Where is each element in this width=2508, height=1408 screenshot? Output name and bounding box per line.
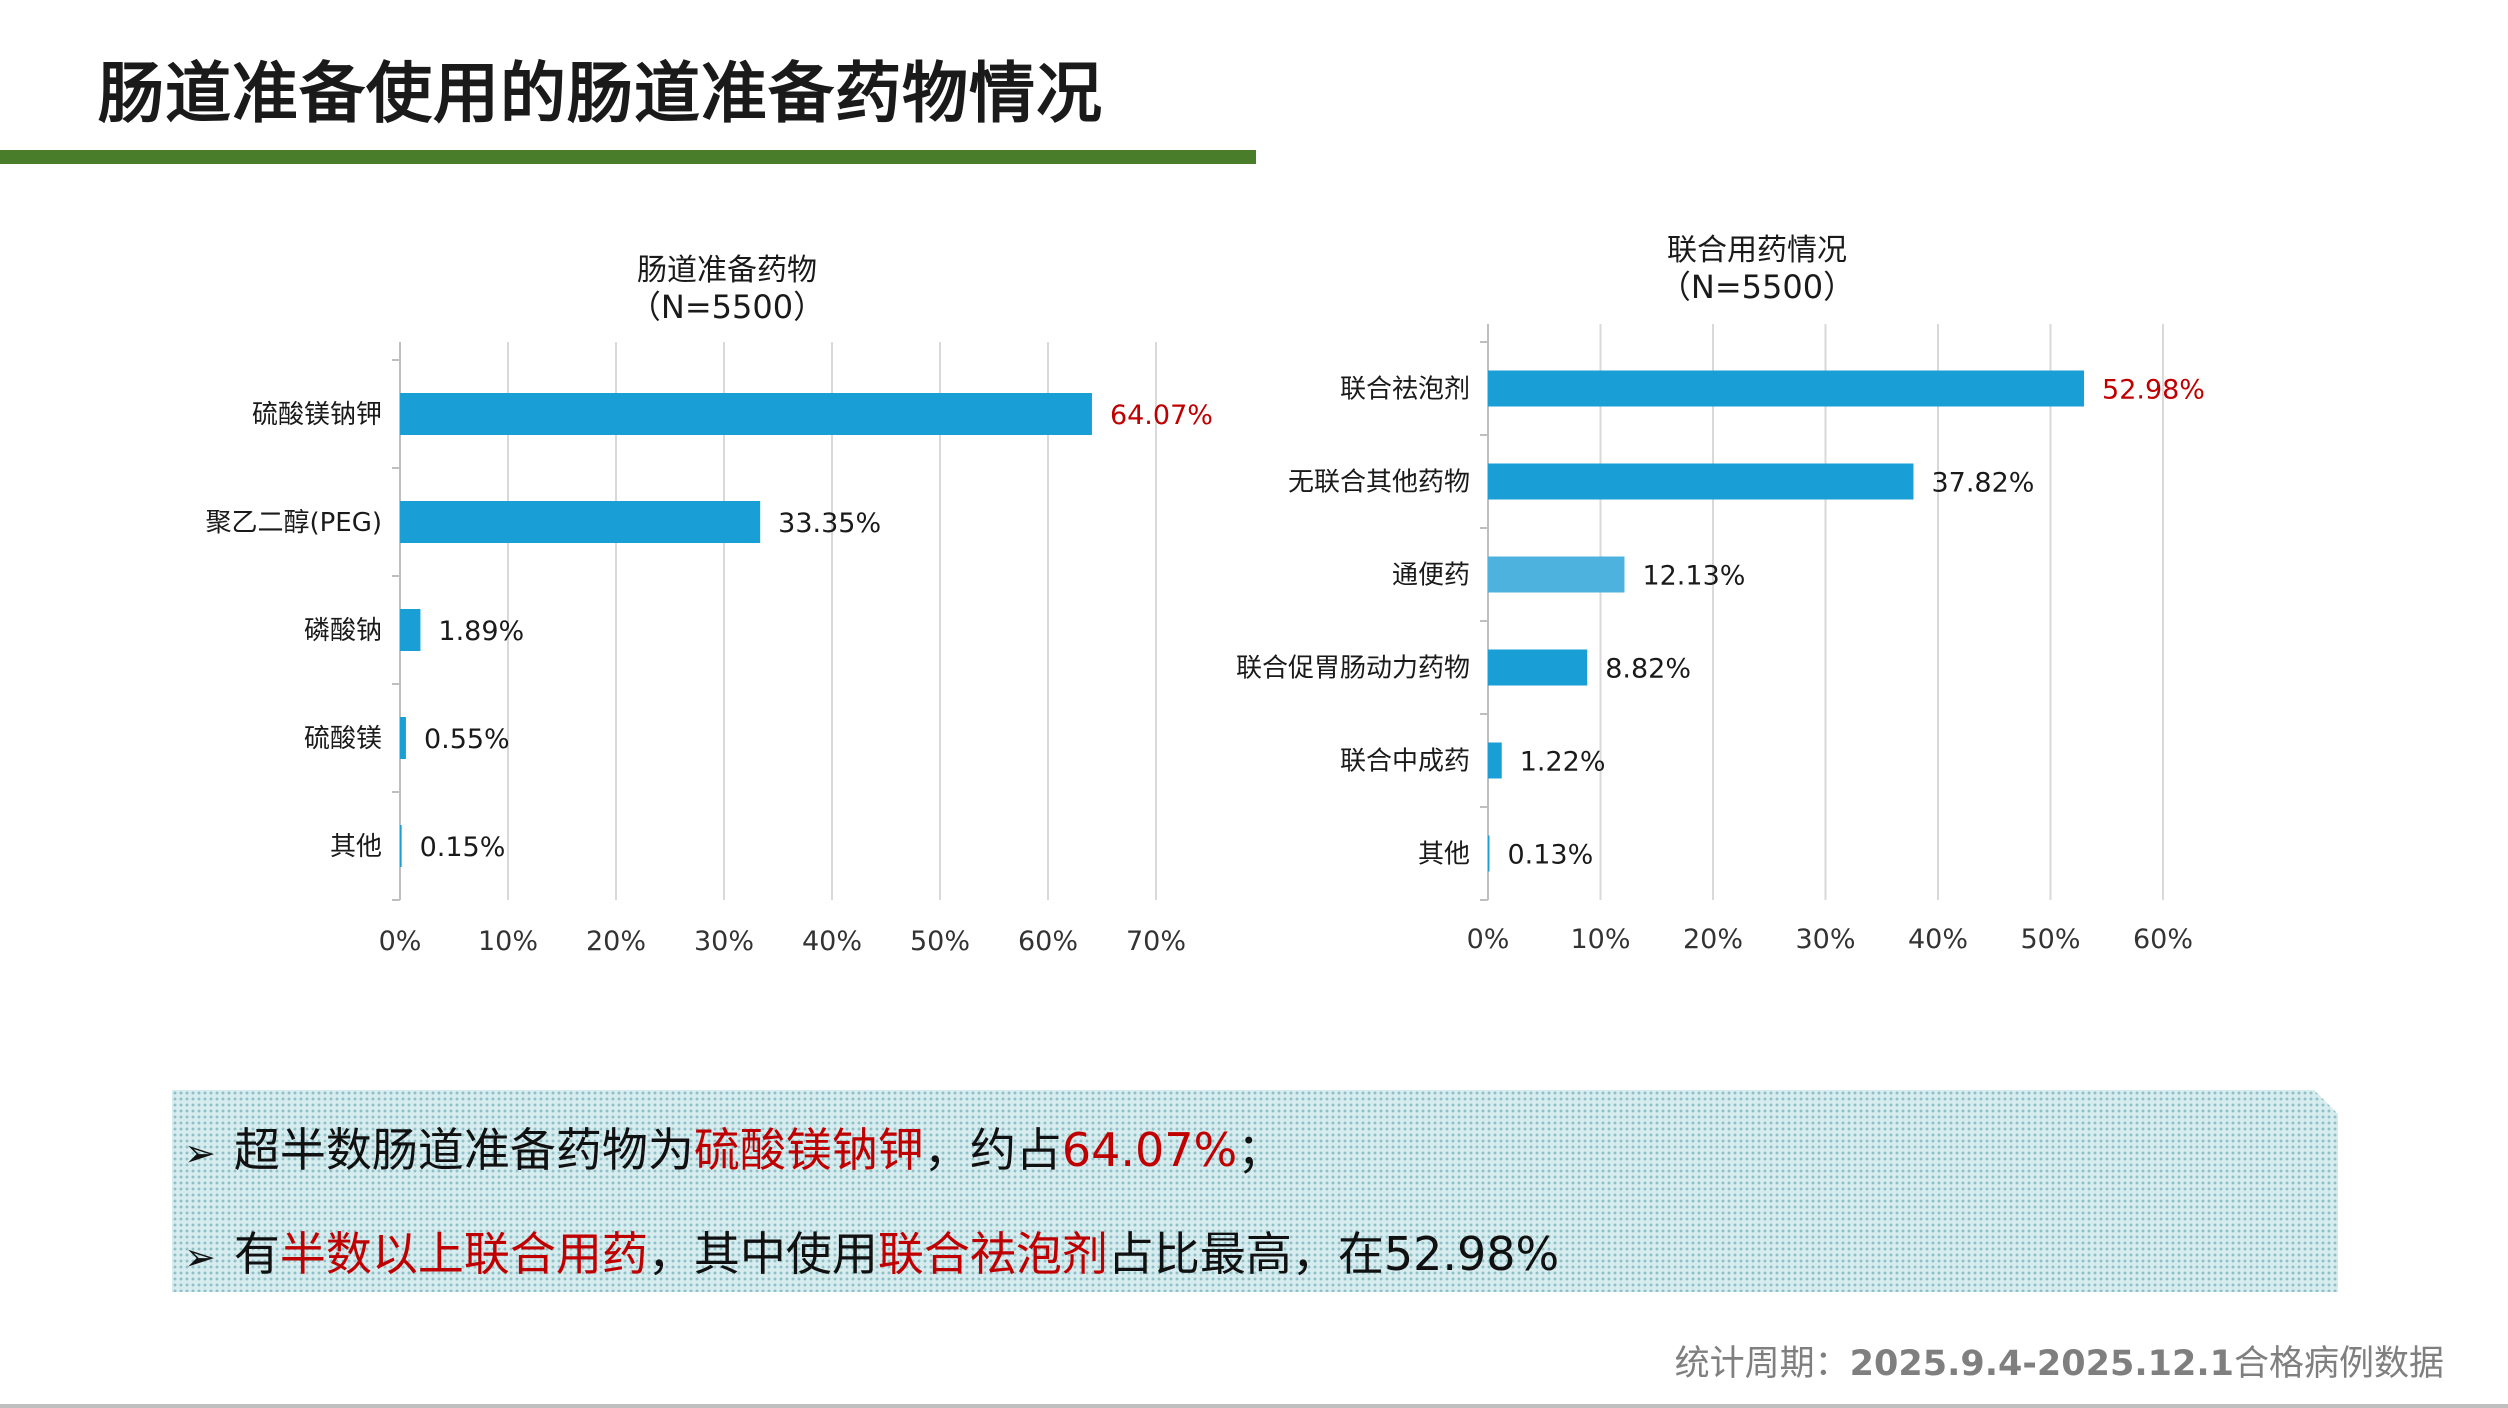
combo-x-tick-label: 40%	[1908, 924, 1968, 955]
combo-x-tick-label: 30%	[1795, 924, 1855, 955]
prep-category-label: 其他	[330, 832, 382, 862]
prep-bar	[400, 825, 402, 867]
combo-chart-title: 联合用药情况	[1667, 233, 1847, 268]
summary-line-2-highlight-combined: 半数以上联合用药	[279, 1227, 648, 1281]
summary-line-2-text-a: 有	[233, 1227, 280, 1281]
bottom-divider	[0, 1404, 2508, 1408]
charts-area: 肠道准备药物 （N=5500） 0% 10% 20% 30% 40% 50% 60% 70% 硫酸镁…	[205, 233, 2205, 957]
summary-line-1-text-a: 超半数肠道准备药物为	[233, 1123, 694, 1177]
footnote-label: 统计周期：	[1674, 1344, 1850, 1384]
summary-line-1-text-e: ；	[1237, 1123, 1284, 1177]
prep-x-tick-label: 40%	[802, 926, 862, 957]
prep-x-tick-label: 20%	[586, 926, 646, 957]
prep-category-label: 硫酸镁	[304, 724, 382, 754]
summary-box: ➢ 超半数肠道准备药物为硫酸镁钠钾，约占64.07%； ➢ 有半数以上联合用药，其中…	[172, 1090, 2338, 1292]
combo-data-label: 8.82%	[1605, 654, 1691, 685]
combo-data-label: 1.22%	[1520, 747, 1606, 778]
charts-svg: 肠道准备药物（N=5500）0% 10% 20% 30% 40% 50% 60% 70%硫酸镁…	[205, 233, 2205, 957]
prep-x-tick-label: 0%	[379, 926, 422, 957]
prep-category-label: 硫酸镁钠钾	[252, 400, 382, 430]
page-title: 肠道准备使用的肠道准备药物情况	[98, 55, 1103, 132]
combo-category-label: 无联合其他药物	[1288, 468, 1470, 498]
prep-category-label: 聚乙二醇(PEG)	[205, 508, 382, 538]
combo-x-tick-label: 20%	[1683, 924, 1743, 955]
summary-line-2: ➢ 有半数以上联合用药，其中使用联合祛泡剂占比最高，在52.98%	[184, 1218, 1559, 1284]
footnote-date-range: 2025.9.4-2025.12.1	[1849, 1344, 2234, 1384]
summary-line-1-text-c: ，约占	[923, 1123, 1062, 1177]
prep-data-label: 33.35%	[778, 508, 881, 539]
prep-x-tick-label: 30%	[694, 926, 754, 957]
combo-bar	[1488, 649, 1588, 686]
combo-bar	[1488, 370, 2085, 407]
prep-x-tick-label: 50%	[910, 926, 970, 957]
prep-bar	[400, 501, 761, 543]
prep-x-tick-label: 10%	[478, 926, 538, 957]
combo-data-label: 12.13%	[1642, 561, 1745, 592]
summary-line-2-highlight-defoamer: 联合祛泡剂	[877, 1227, 1108, 1281]
combo-x-tick-label: 0%	[1467, 924, 1510, 955]
combo-category-label: 通便药	[1392, 561, 1470, 591]
summary-line-1-highlight-drug: 硫酸镁钠钾	[693, 1123, 924, 1177]
prep-x-tick-label: 60%	[1018, 926, 1078, 957]
prep-chart-subtitle: （N=5500）	[629, 288, 825, 326]
summary-line-1: ➢ 超半数肠道准备药物为硫酸镁钠钾，约占64.07%；	[184, 1114, 1283, 1180]
arrow-bullet-icon: ➢	[184, 1235, 216, 1279]
combo-x-tick-label: 10%	[1570, 924, 1630, 955]
summary-line-2-text-e: 占比最高，在52.98%	[1107, 1227, 1560, 1281]
summary-corner-fold	[2314, 1090, 2338, 1114]
combo-category-label: 联合促胃肠动力药物	[1236, 654, 1470, 684]
combo-category-label: 联合中成药	[1340, 747, 1470, 777]
footnote-suffix: 合格病例数据	[2233, 1344, 2444, 1384]
prep-chart-title: 肠道准备药物	[637, 253, 817, 288]
combo-data-label: 0.13%	[1507, 840, 1593, 871]
prep-data-label: 1.89%	[438, 616, 524, 647]
summary-line-1-highlight-percent: 64.07%	[1061, 1123, 1238, 1177]
prep-x-tick-label: 70%	[1126, 926, 1186, 957]
combo-category-label: 其他	[1418, 840, 1470, 870]
combo-data-label: 52.98%	[2102, 375, 2205, 406]
combo-bar	[1488, 835, 1490, 872]
summary-line-2-text-c: ，其中使用	[647, 1227, 878, 1281]
arrow-bullet-icon: ➢	[184, 1131, 216, 1175]
prep-data-label: 0.55%	[424, 724, 510, 755]
combo-bar	[1488, 556, 1625, 593]
prep-category-label: 磷酸钠	[304, 616, 382, 646]
prep-bar	[400, 393, 1092, 435]
combo-x-tick-label: 50%	[2020, 924, 2080, 955]
footnote-stat-period: 统计周期：2025.9.4-2025.12.1合格病例数据	[1675, 1335, 2444, 1386]
combo-data-label: 37.82%	[1931, 468, 2034, 499]
title-underline	[0, 150, 1256, 164]
combo-chart-subtitle: （N=5500）	[1659, 268, 1855, 306]
combo-bar	[1488, 742, 1502, 779]
combo-category-label: 联合祛泡剂	[1340, 375, 1470, 405]
combo-bar	[1488, 463, 1914, 500]
combo-x-tick-label: 60%	[2133, 924, 2193, 955]
prep-bar	[400, 717, 406, 759]
prep-data-label: 0.15%	[420, 832, 506, 863]
prep-bar	[400, 609, 421, 651]
prep-data-label: 64.07%	[1110, 400, 1213, 431]
